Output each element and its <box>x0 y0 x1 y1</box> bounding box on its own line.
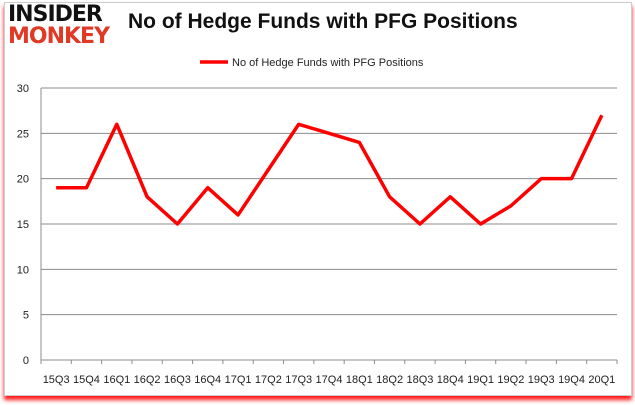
y-tick-label: 25 <box>17 128 29 140</box>
x-tick-label: 18Q1 <box>346 374 373 386</box>
y-tick-label: 0 <box>23 355 29 367</box>
x-tick-label: 17Q4 <box>316 374 343 386</box>
y-tick-label: 10 <box>17 264 29 276</box>
x-tick-label: 17Q1 <box>225 374 252 386</box>
y-tick-label: 5 <box>23 310 29 322</box>
x-tick-label: 15Q4 <box>73 374 100 386</box>
x-tick-label: 19Q4 <box>558 374 585 386</box>
x-tick-label: 18Q4 <box>437 374 464 386</box>
x-tick-label: 17Q2 <box>255 374 282 386</box>
x-tick-label: 16Q2 <box>134 374 161 386</box>
x-tick-label: 20Q1 <box>588 374 615 386</box>
insider-monkey-logo: INSIDER MONKEY <box>8 2 110 49</box>
x-tick-label: 16Q3 <box>164 374 191 386</box>
logo-line-1: INSIDER <box>8 2 103 27</box>
y-tick-label: 20 <box>17 174 29 186</box>
chart-frame <box>4 2 632 396</box>
y-tick-label: 30 <box>17 83 29 95</box>
x-tick-label: 16Q1 <box>103 374 130 386</box>
x-tick-label: 17Q3 <box>285 374 312 386</box>
x-tick-label: 16Q4 <box>194 374 221 386</box>
y-tick-label: 15 <box>17 219 29 231</box>
x-tick-label: 19Q1 <box>467 374 494 386</box>
x-tick-label: 19Q2 <box>497 374 524 386</box>
x-tick-label: 19Q3 <box>528 374 555 386</box>
x-tick-label: 18Q3 <box>406 374 433 386</box>
logo-line-2: MONKEY <box>8 24 110 49</box>
x-tick-label: 18Q2 <box>376 374 403 386</box>
legend-label: No of Hedge Funds with PFG Positions <box>232 57 424 69</box>
x-tick-label: 15Q3 <box>43 374 70 386</box>
chart-title: No of Hedge Funds with PFG Positions <box>128 10 518 33</box>
series-line <box>56 114 604 226</box>
